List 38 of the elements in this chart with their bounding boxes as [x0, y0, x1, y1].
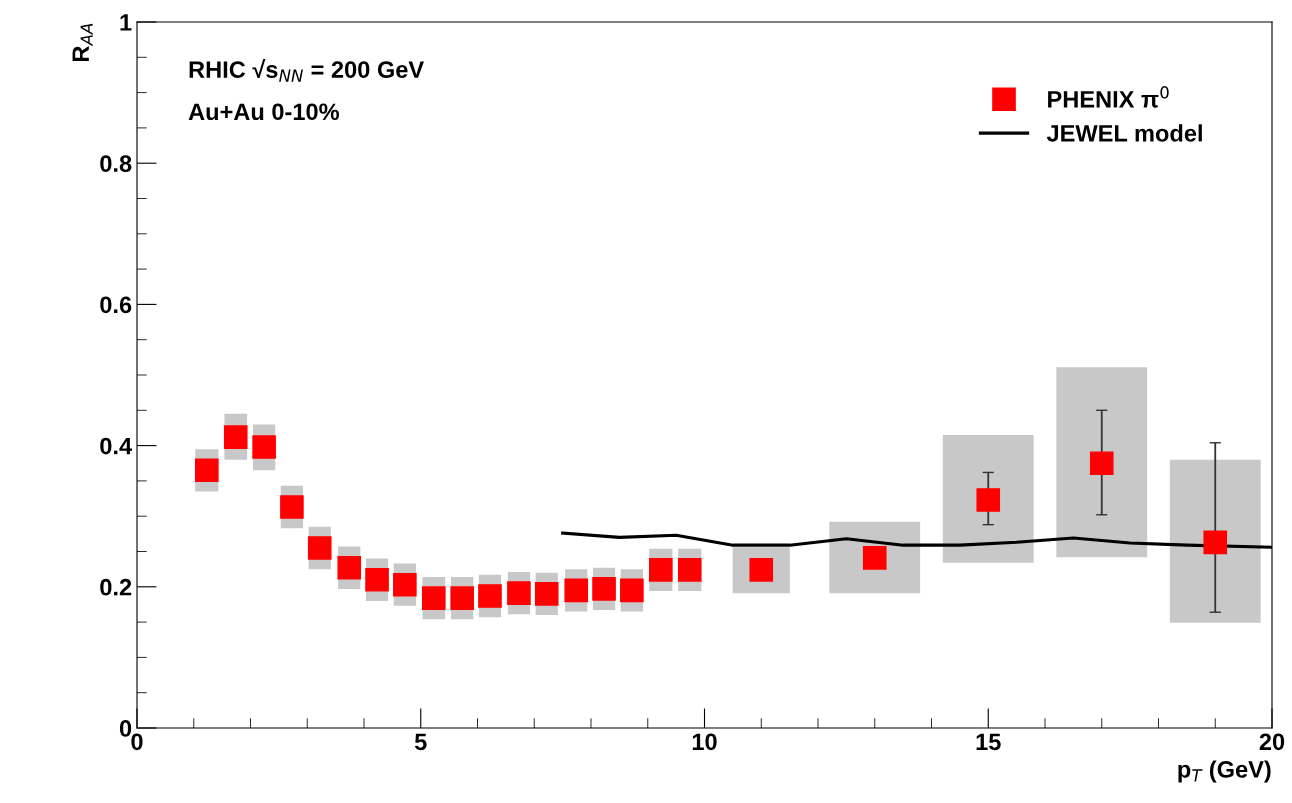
x-tick-label: 15 [976, 733, 1001, 751]
y-tick-label: 0.4 [100, 437, 133, 455]
point [223, 425, 248, 449]
point [393, 572, 417, 597]
point [507, 581, 531, 605]
x-tick-label: 10 [692, 733, 717, 751]
point [307, 536, 332, 560]
x-tick-label: 5 [414, 733, 427, 751]
y-tick-label: 0 [119, 720, 132, 737]
point [280, 495, 304, 519]
point [592, 577, 616, 601]
point [1203, 530, 1228, 555]
point [252, 435, 276, 459]
y-tick-label: 0.2 [100, 578, 132, 596]
x-tick-label: 20 [1259, 733, 1285, 751]
point [976, 488, 1001, 512]
annotation: RHIC √s$_{NN}$ = 200 GeV [189, 59, 424, 82]
y-tick-label: 0.6 [100, 296, 132, 314]
legend-label: PHENIX π$^{0}$ [1048, 86, 1169, 108]
point [620, 578, 644, 603]
point [534, 582, 559, 606]
point [194, 458, 219, 483]
point [1089, 451, 1114, 476]
point [450, 586, 474, 610]
y-axis-title: R$_{AA}$ [72, 23, 93, 62]
x-axis-title: p$_{T}$ (GeV) [1178, 760, 1271, 783]
point [365, 567, 389, 592]
point [677, 558, 702, 582]
annotation: Au+Au 0-10% [188, 103, 339, 121]
legend-label: JEWEL model [1046, 124, 1202, 142]
point [337, 555, 362, 580]
point [478, 584, 502, 608]
x-tick-label: 0 [131, 733, 143, 751]
point [648, 558, 673, 582]
point [421, 586, 446, 610]
point [564, 578, 589, 603]
y-tick-label: 0.8 [100, 155, 132, 172]
y-tick-label: 1 [120, 14, 132, 31]
